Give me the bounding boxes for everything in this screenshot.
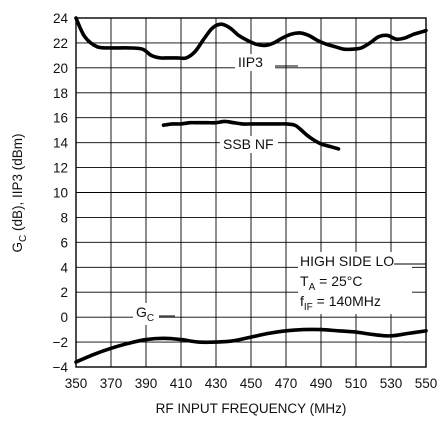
annotation-temperature: TA = 25°C — [300, 273, 362, 293]
y-tick-label-2: 0 — [60, 310, 68, 325]
annotation-if-frequency: fIF = 140MHz — [300, 293, 381, 313]
iip3-label-bg — [235, 54, 275, 71]
x-tick-label-8: 510 — [345, 376, 368, 391]
series-line-g-c — [74, 327, 428, 364]
x-tick-labels: 350 370 390 410 430 450 470 490 510 530 550 — [65, 376, 438, 391]
x-tick-label-10: 550 — [415, 376, 438, 391]
x-tick-label-0: 350 — [65, 376, 88, 391]
series-line-iip3 — [74, 16, 428, 61]
annotation-high-side-lo: HIGH SIDE LO — [300, 253, 394, 269]
y-tick-label-7: 10 — [53, 186, 68, 201]
y-tick-label-11: 18 — [53, 86, 68, 101]
ssb-nf-label-bg — [220, 136, 278, 153]
y-tick-label-0: −4 — [53, 360, 69, 375]
y-tick-label-6: 8 — [60, 210, 68, 225]
gc-label: GC — [136, 304, 154, 324]
x-tick-label-4: 430 — [205, 376, 228, 391]
y-axis-title: GC (dB), IIP3 (dBm) — [10, 133, 29, 252]
ssb-nf-label: SSB NF — [223, 136, 274, 152]
conditions-annotation-bg — [298, 252, 412, 314]
x-tick-label-5: 450 — [240, 376, 263, 391]
y-tick-label-5: 6 — [60, 235, 68, 250]
y-tick-label-1: −2 — [53, 335, 68, 350]
y-tick-label-4: 4 — [60, 260, 68, 275]
x-tick-label-1: 370 — [100, 376, 123, 391]
series-line-ssb-nf — [161, 119, 341, 151]
y-tick-label-9: 14 — [53, 136, 69, 151]
x-tick-label-2: 390 — [135, 376, 158, 391]
y-tick-label-14: 24 — [53, 11, 69, 26]
y-tick-label-10: 16 — [53, 111, 68, 126]
x-tick-label-6: 470 — [275, 376, 298, 391]
y-tick-label-3: 2 — [60, 285, 68, 300]
series-lines — [74, 16, 428, 364]
y-tick-label-13: 22 — [53, 36, 68, 51]
plot-frame — [75, 17, 427, 368]
x-axis-title: RF INPUT FREQUENCY (MHz) — [156, 401, 347, 416]
gc-label-bg — [133, 303, 159, 325]
x-tick-label-7: 490 — [310, 376, 333, 391]
y-tick-label-12: 20 — [53, 61, 68, 76]
y-tick-label-8: 12 — [53, 161, 68, 176]
x-tick-label-9: 530 — [380, 376, 403, 391]
x-tick-label-3: 410 — [170, 376, 193, 391]
iip3-label: IIP3 — [238, 54, 263, 70]
